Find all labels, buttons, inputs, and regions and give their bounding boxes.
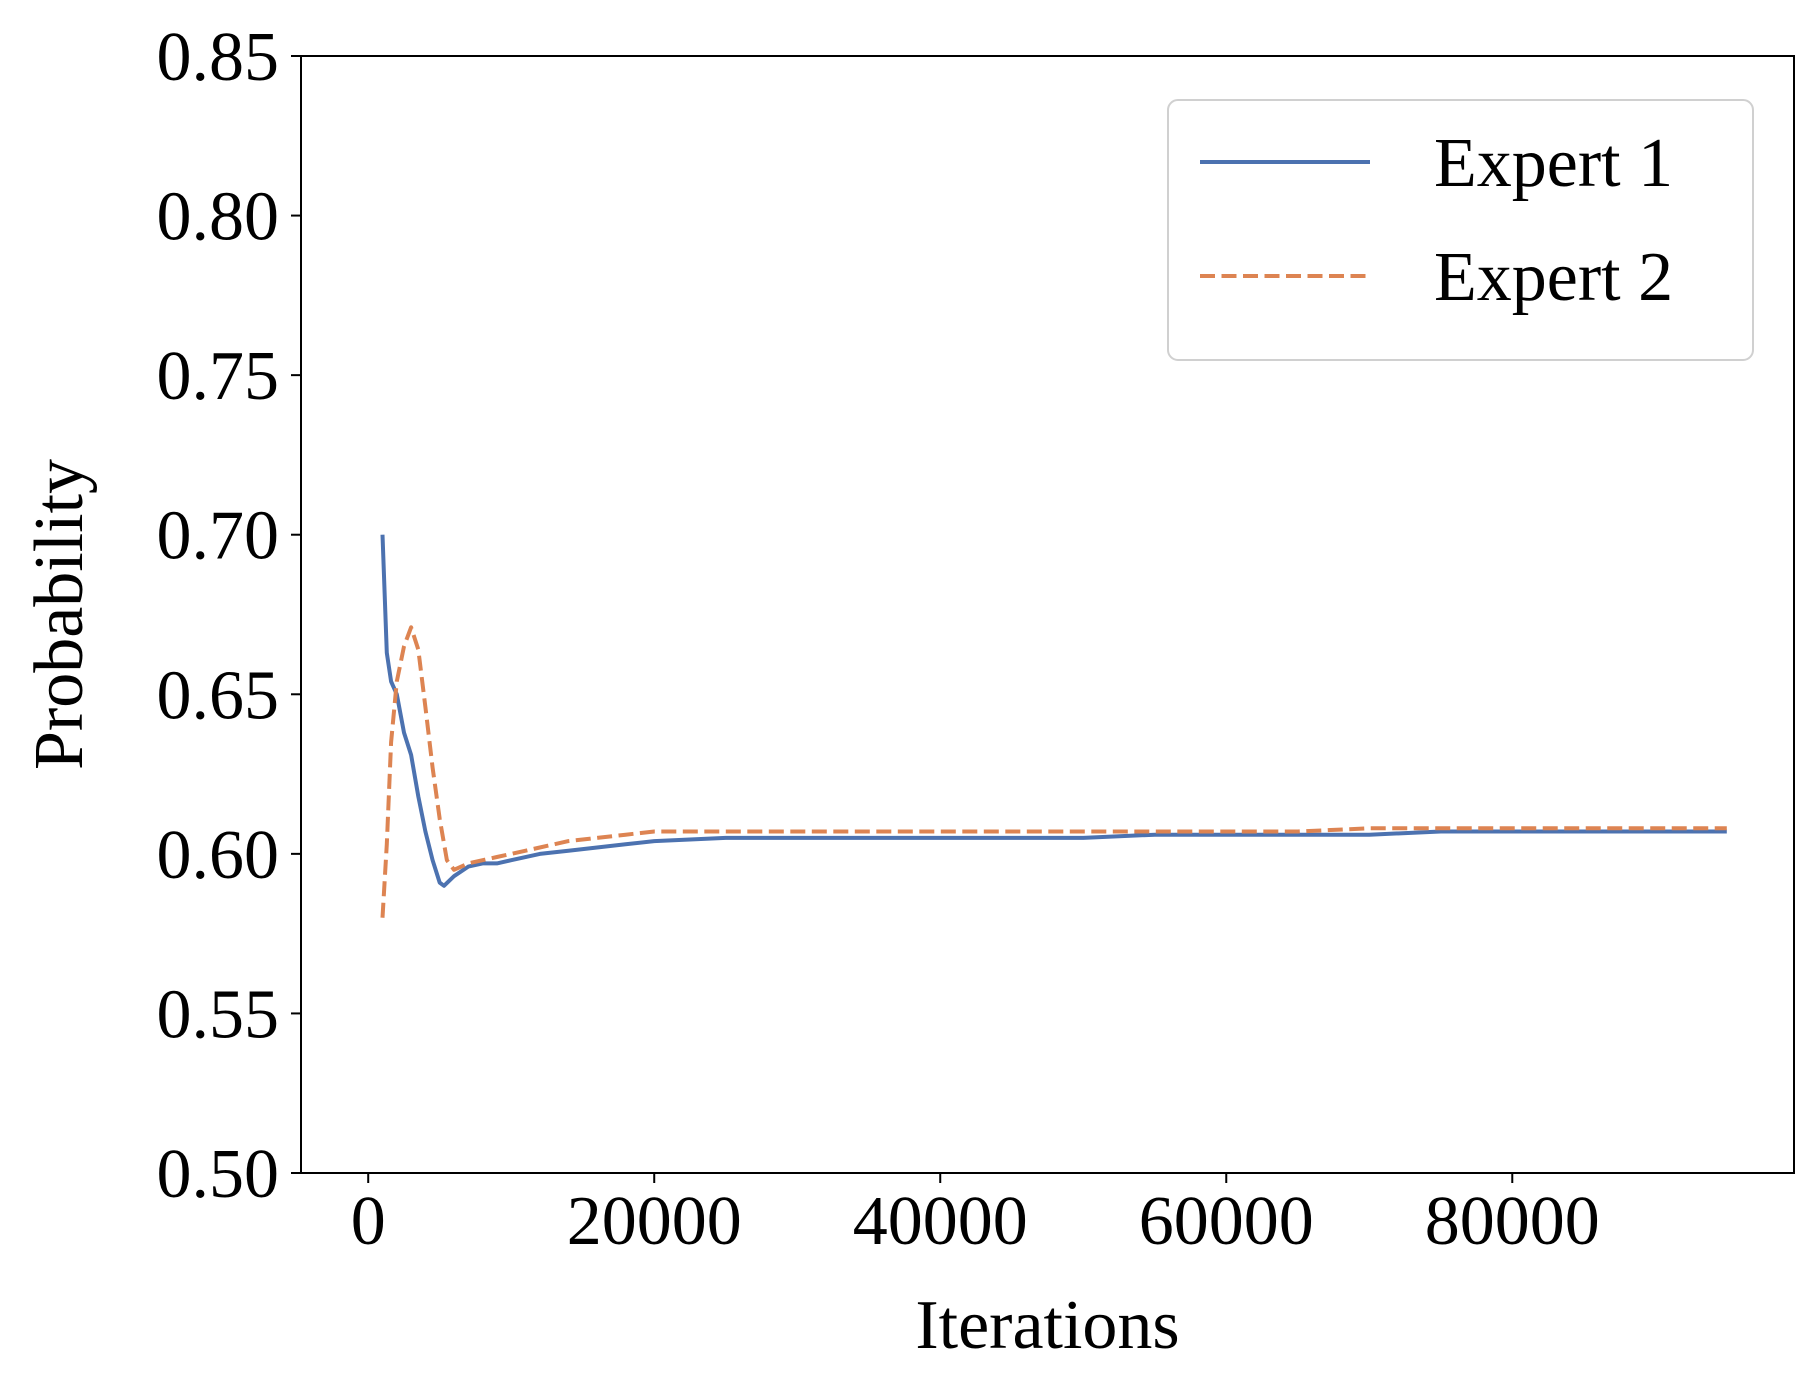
series-line-2 (380, 625, 1727, 918)
x-tick-label: 80000 (1425, 1183, 1600, 1260)
plot-frame (300, 55, 1795, 1174)
y-tick-label: 0.85 (157, 19, 280, 96)
x-tick-label: 0 (351, 1183, 386, 1260)
series-layer (380, 534, 1727, 918)
y-tick-label: 0.75 (157, 338, 280, 415)
y-tick-label: 0.55 (157, 976, 280, 1053)
y-axis-label: Probability (21, 459, 98, 770)
legend: Expert 1 Expert 2 (1167, 99, 1754, 361)
legend-box (1167, 99, 1754, 361)
x-tick-label: 40000 (853, 1183, 1028, 1260)
x-tick-label: 20000 (567, 1183, 742, 1260)
x-axis-label: Iterations (915, 1287, 1179, 1364)
y-tick-label: 0.65 (157, 657, 280, 734)
y-tick-label: 0.60 (157, 817, 280, 894)
legend-label-1: Expert 1 (1434, 125, 1673, 202)
y-tick-label: 0.70 (157, 498, 280, 575)
y-tick-label: 0.80 (157, 179, 280, 256)
series-line-1 (380, 534, 1727, 888)
axes-layer: 0 20000 40000 60000 80000 0.50 0.55 0.60 0.65 0.7… (157, 19, 1795, 1260)
x-tick-label: 60000 (1139, 1183, 1314, 1260)
legend-label-2: Expert 2 (1434, 239, 1673, 316)
y-tick-label: 0.50 (157, 1136, 280, 1213)
